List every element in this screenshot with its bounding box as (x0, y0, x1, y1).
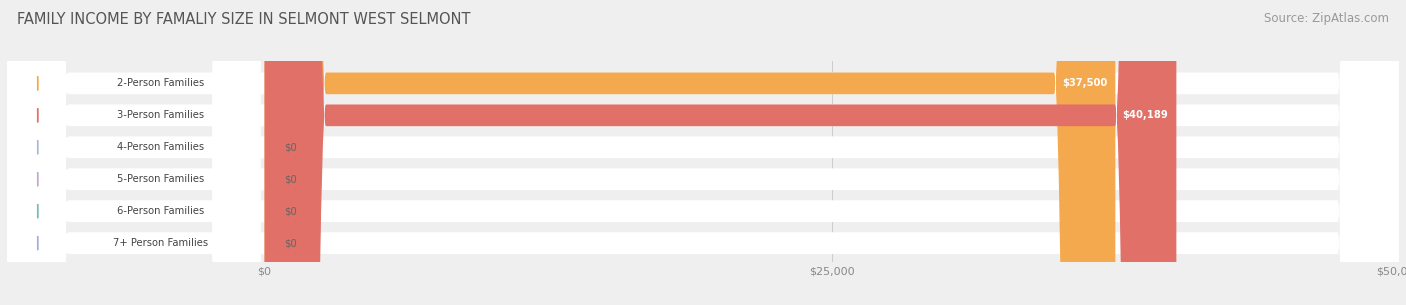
Text: $0: $0 (284, 174, 297, 184)
Text: 4-Person Families: 4-Person Families (117, 142, 204, 152)
FancyBboxPatch shape (15, 0, 260, 305)
Text: $37,500: $37,500 (1062, 78, 1107, 88)
FancyBboxPatch shape (15, 0, 260, 305)
Text: 2-Person Families: 2-Person Families (117, 78, 204, 88)
FancyBboxPatch shape (15, 0, 260, 305)
Text: $40,189: $40,189 (1122, 110, 1168, 120)
FancyBboxPatch shape (7, 0, 1399, 305)
Text: $0: $0 (284, 206, 297, 216)
FancyBboxPatch shape (7, 0, 1399, 305)
FancyBboxPatch shape (264, 0, 1115, 305)
Text: 5-Person Families: 5-Person Families (117, 174, 204, 184)
FancyBboxPatch shape (15, 0, 260, 305)
FancyBboxPatch shape (7, 0, 1399, 305)
FancyBboxPatch shape (15, 0, 260, 305)
Text: 6-Person Families: 6-Person Families (117, 206, 204, 216)
Text: $0: $0 (284, 238, 297, 248)
Text: FAMILY INCOME BY FAMALIY SIZE IN SELMONT WEST SELMONT: FAMILY INCOME BY FAMALIY SIZE IN SELMONT… (17, 12, 471, 27)
FancyBboxPatch shape (7, 0, 1399, 305)
Text: 3-Person Families: 3-Person Families (117, 110, 204, 120)
FancyBboxPatch shape (7, 0, 1399, 305)
FancyBboxPatch shape (264, 0, 1177, 305)
Text: 7+ Person Families: 7+ Person Families (112, 238, 208, 248)
Text: Source: ZipAtlas.com: Source: ZipAtlas.com (1264, 12, 1389, 25)
FancyBboxPatch shape (15, 0, 260, 305)
Text: $0: $0 (284, 142, 297, 152)
FancyBboxPatch shape (7, 0, 1399, 305)
